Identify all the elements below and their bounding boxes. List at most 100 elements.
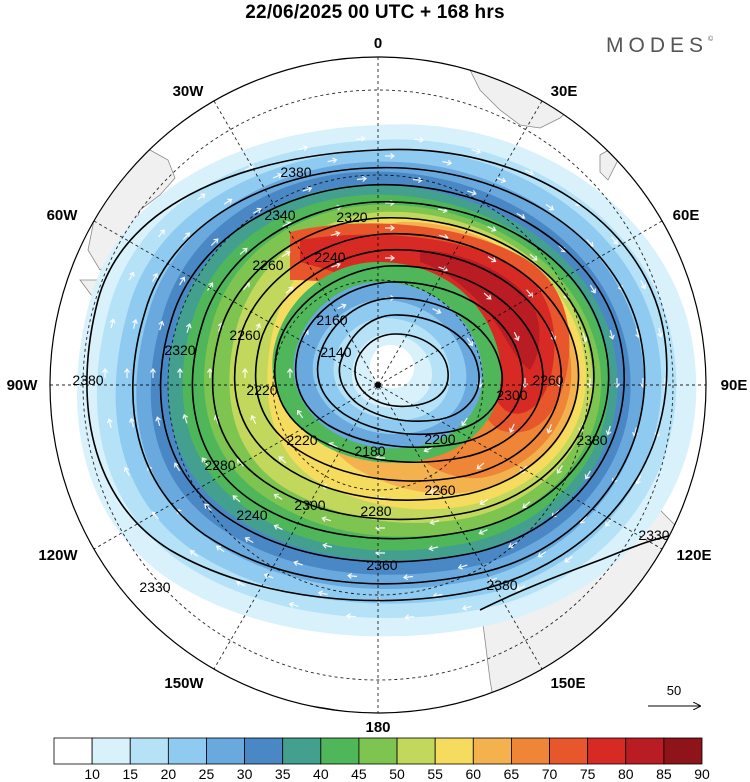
wind-vector <box>584 470 591 480</box>
contour-label: 2160 <box>316 312 347 328</box>
colorbar-label: 70 <box>542 766 558 782</box>
colorbar-label: 50 <box>389 766 405 782</box>
wind-vector <box>182 232 191 241</box>
lon-label-180: 180 <box>365 719 390 736</box>
wind-vector <box>297 409 304 419</box>
wind-vector <box>589 284 596 294</box>
colorbar-label: 85 <box>656 766 672 782</box>
lon-label-120e: 120E <box>676 547 711 564</box>
wind-vector <box>471 148 482 155</box>
colorbar-swatch <box>129 737 169 765</box>
colorbar-swatch <box>472 737 512 765</box>
colorbar-label: 80 <box>618 766 634 782</box>
wind-vector <box>345 613 356 620</box>
wind-vector <box>412 177 423 184</box>
wind-vector <box>432 308 442 314</box>
contour-label: 2280 <box>360 503 391 519</box>
contour-label: 2260 <box>424 482 455 498</box>
contour-label: 2300 <box>496 387 527 403</box>
colorbar-label: 45 <box>351 766 367 782</box>
wind-vector <box>487 225 497 232</box>
wind-vector <box>414 136 425 143</box>
wind-vector <box>483 292 492 300</box>
wind-vector <box>207 282 214 291</box>
wind-vector <box>150 367 156 378</box>
wind-vector <box>129 417 135 428</box>
wind-vector <box>508 542 518 549</box>
wind-vector <box>239 247 248 255</box>
wind-vector <box>522 501 531 509</box>
wind-vector <box>526 289 534 298</box>
wind-vector <box>327 157 338 164</box>
lon-label-150e: 150E <box>550 675 585 692</box>
wind-vector <box>347 572 358 579</box>
wind-vector <box>155 416 161 427</box>
wind-vector <box>461 417 468 427</box>
colorbar-swatch <box>53 737 93 765</box>
wind-vector <box>250 414 257 425</box>
wind-vector <box>429 487 439 494</box>
colorbar-swatch <box>549 737 589 765</box>
wind-vector <box>496 177 507 183</box>
wind-vector <box>317 590 328 597</box>
wind-vector <box>298 145 309 152</box>
wind-vector <box>404 614 415 621</box>
graticule <box>50 57 706 713</box>
pole-marker <box>375 382 381 388</box>
contour-label: 2320 <box>164 342 195 358</box>
colorbar-swatch <box>587 737 627 765</box>
wind-vector <box>487 256 497 263</box>
contour-label: 2220 <box>286 432 317 448</box>
colorbar-swatch <box>396 737 436 765</box>
contour-label: 2330 <box>139 579 170 595</box>
wind-vector <box>210 238 219 246</box>
wind-vector <box>556 465 563 474</box>
colorbar-swatch <box>663 737 703 765</box>
wind-vector <box>605 425 612 436</box>
wind-vector <box>288 601 299 608</box>
contour-label: 2280 <box>204 457 235 473</box>
lon-label-0: 0 <box>374 35 382 52</box>
wind-vector <box>223 198 233 205</box>
wind-vector <box>611 236 618 245</box>
reference-vector-label: 50 <box>667 683 681 698</box>
contour-label: 2260 <box>252 257 283 273</box>
colorbar-label: 75 <box>580 766 596 782</box>
wind-vector <box>242 367 248 378</box>
colorbar-label: 30 <box>237 766 253 782</box>
wind-vector <box>457 563 468 570</box>
wind-vector <box>174 462 181 472</box>
wind-vector <box>479 498 489 505</box>
contour-label: 2240 <box>314 249 345 265</box>
wind-vector <box>252 207 262 214</box>
wind-vector <box>564 555 573 563</box>
wind-vector <box>529 253 538 261</box>
wind-vector <box>273 524 283 531</box>
wind-vector <box>516 212 526 219</box>
wind-vector <box>185 323 192 333</box>
colorbar-label: 40 <box>313 766 329 782</box>
wind-vector <box>476 462 485 470</box>
wind-vector <box>302 186 313 193</box>
wind-vector <box>207 367 213 378</box>
wind-vector <box>232 495 241 503</box>
wind-vector <box>287 367 293 378</box>
wind-vector <box>109 318 116 329</box>
contour-label: 2380 <box>72 372 103 388</box>
colorbar-label: 20 <box>161 766 177 782</box>
wind-vector <box>204 503 212 512</box>
contour-label: 2200 <box>424 431 455 447</box>
wind-vector <box>423 446 433 453</box>
colorbar-label: 35 <box>275 766 291 782</box>
wind-vector <box>657 327 664 338</box>
map-border <box>49 56 707 714</box>
wind-vector <box>466 337 473 347</box>
lon-label-30e: 30E <box>551 83 578 100</box>
wind-vector <box>478 529 488 535</box>
wind-vector <box>385 255 396 261</box>
colorbar-swatch <box>91 737 131 765</box>
wind-vector <box>537 551 547 558</box>
wind-vector <box>330 230 341 237</box>
contour-label: 2380 <box>280 164 311 180</box>
